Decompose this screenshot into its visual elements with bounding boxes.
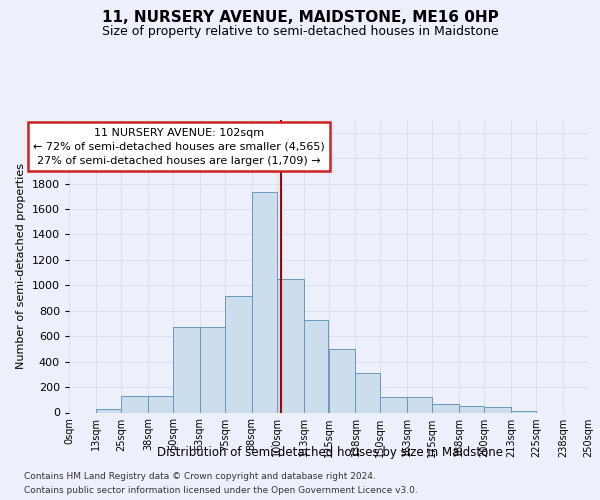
Bar xyxy=(173,328,200,412)
Text: 11, NURSERY AVENUE, MAIDSTONE, ME16 0HP: 11, NURSERY AVENUE, MAIDSTONE, ME16 0HP xyxy=(101,10,499,25)
Bar xyxy=(304,320,329,412)
Bar xyxy=(380,396,407,412)
Bar xyxy=(225,296,251,412)
Bar xyxy=(511,410,536,412)
Bar xyxy=(251,192,277,412)
Bar xyxy=(96,410,121,412)
Bar xyxy=(329,349,355,412)
Bar xyxy=(200,328,225,412)
Text: Contains public sector information licensed under the Open Government Licence v3: Contains public sector information licen… xyxy=(24,486,418,495)
Text: Contains HM Land Registry data © Crown copyright and database right 2024.: Contains HM Land Registry data © Crown c… xyxy=(24,472,376,481)
Bar xyxy=(407,396,432,412)
Bar xyxy=(148,396,173,412)
Text: Size of property relative to semi-detached houses in Maidstone: Size of property relative to semi-detach… xyxy=(101,25,499,38)
Bar xyxy=(432,404,459,412)
Text: Distribution of semi-detached houses by size in Maidstone: Distribution of semi-detached houses by … xyxy=(157,446,503,459)
Bar xyxy=(121,396,148,412)
Bar xyxy=(277,279,304,412)
Y-axis label: Number of semi-detached properties: Number of semi-detached properties xyxy=(16,163,26,369)
Bar xyxy=(355,373,380,412)
Bar xyxy=(459,406,484,412)
Text: 11 NURSERY AVENUE: 102sqm
← 72% of semi-detached houses are smaller (4,565)
27% : 11 NURSERY AVENUE: 102sqm ← 72% of semi-… xyxy=(33,128,325,166)
Bar xyxy=(484,408,511,412)
